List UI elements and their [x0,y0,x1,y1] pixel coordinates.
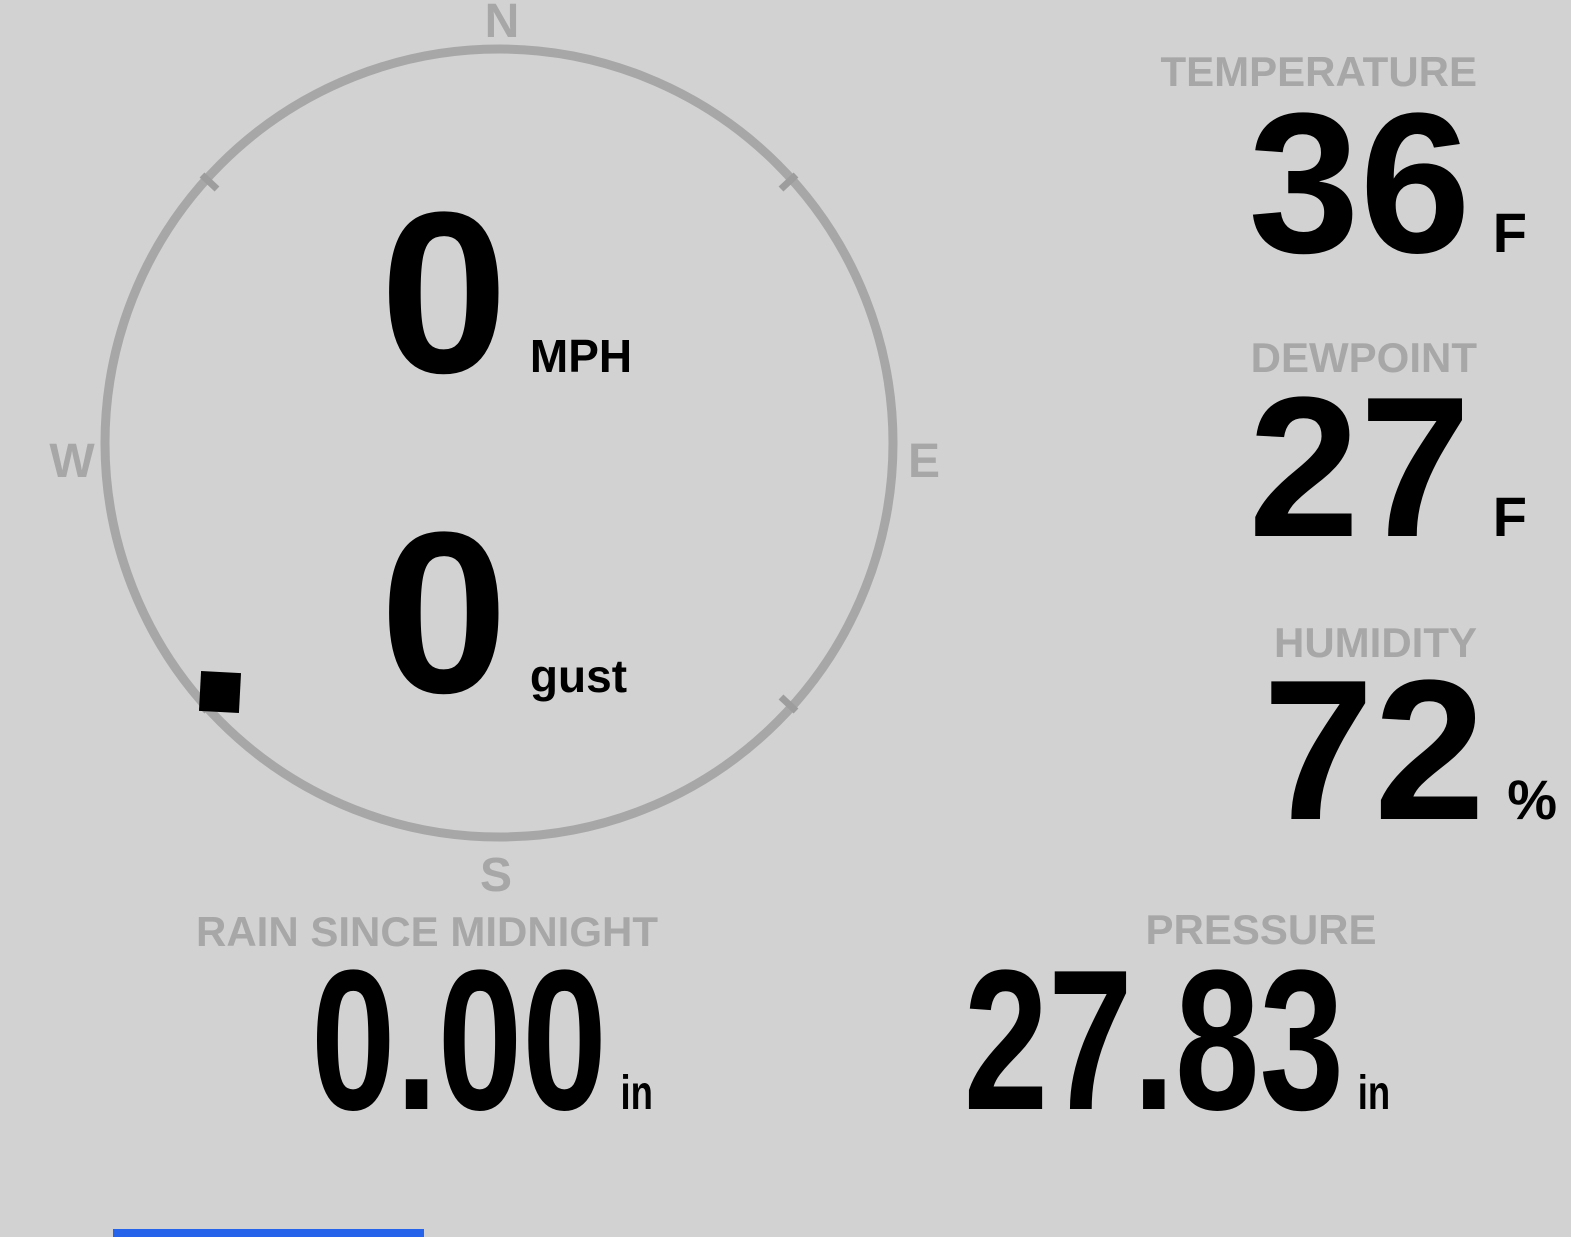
temperature-readout: 36 F [1248,84,1527,284]
temperature-value: 36 [1248,72,1471,295]
wind-gust-readout: 0 gust [380,498,627,728]
bottom-accent-bar [113,1229,424,1237]
compass-ring [100,44,898,842]
pressure-readout: 27.83 in [964,941,1390,1141]
rain-unit: in [620,1067,653,1120]
compass-label-south: S [479,849,513,902]
rain-readout: 0.00 in [311,941,653,1141]
rain-label: RAIN SINCE MIDNIGHT [196,908,658,955]
wind-compass-dial [100,44,898,842]
compass-label-north: N [484,0,520,48]
tick-se [778,694,799,714]
humidity-label: HUMIDITY [1274,619,1477,666]
humidity-unit: % [1507,768,1557,831]
wind-gust-unit: gust [529,650,628,702]
wind-direction-marker-diamond [198,670,242,714]
tick-ne [778,172,799,192]
dewpoint-unit: F [1492,485,1527,548]
compass-label-east: E [907,435,941,488]
dewpoint-value: 27 [1248,356,1471,579]
tick-nw [199,172,220,192]
dewpoint-label: DEWPOINT [1250,334,1477,381]
wind-speed-readout: 0 MPH [380,178,632,408]
temperature-unit: F [1492,201,1527,264]
temperature-label: TEMPERATURE [1160,48,1477,95]
wind-gust-value: 0 [380,484,508,741]
humidity-readout: 72 % [1263,651,1557,851]
wind-speed-unit: MPH [529,330,633,382]
humidity-value: 72 [1262,639,1486,862]
dewpoint-readout: 27 F [1248,368,1527,568]
compass-label-west: W [49,435,95,488]
wind-speed-value: 0 [380,164,508,421]
pressure-unit: in [1357,1067,1390,1120]
pressure-value: 27.83 [963,929,1344,1152]
pressure-label: PRESSURE [1145,906,1377,953]
rain-value: 0.00 [311,929,607,1152]
